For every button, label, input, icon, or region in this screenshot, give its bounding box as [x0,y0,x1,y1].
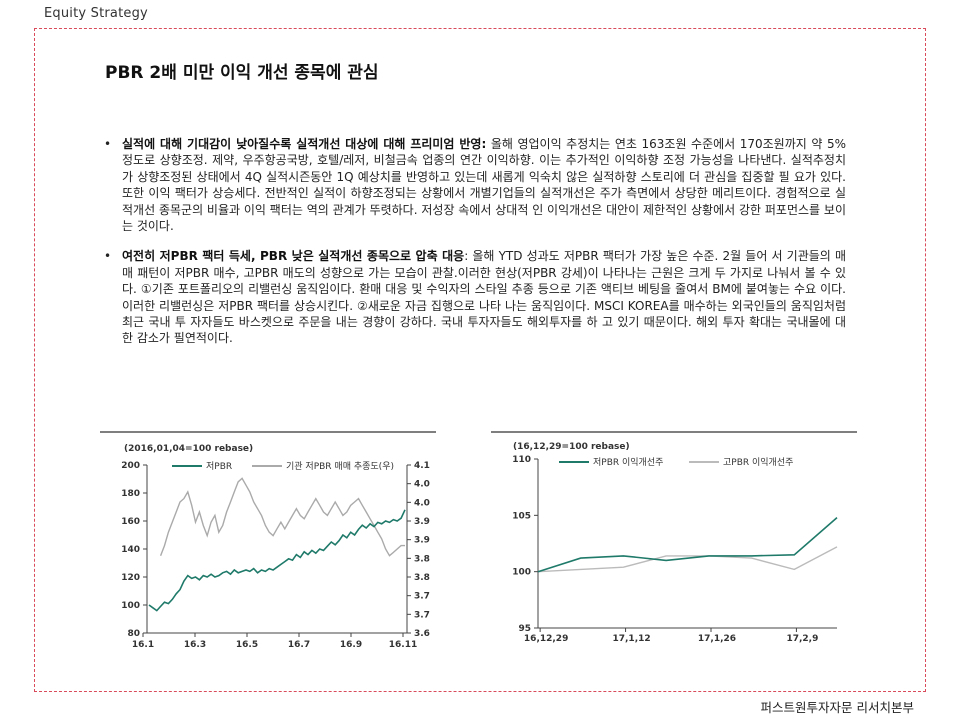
chart-low-pbr-vs-institution: (2016,01,04=100 rebase) 200 180 160 140 120 10… [100,431,436,651]
x-tick-label: 17,1,12 [612,634,650,644]
y-tick-label-left: 120 [121,573,140,583]
series-line-low-pbr-improvers [537,516,838,573]
footer-credit: 퍼스트원투자자문 리서치본부 [760,700,914,715]
y-tick-label-right: 3.8 [414,554,430,564]
bullet-headline: 여전히 저PBR 팩터 득세, PBR 낮은 실적개선 종목으로 압축 대응 [122,249,465,264]
legend-label-institution: 기관 저PBR 매매 추종도(우) [286,461,394,472]
y-tick-label-left: 80 [127,629,140,639]
chart-title: (16,12,29=100 rebase) [513,442,630,452]
y-tick-label: 105 [512,511,531,521]
y-tick-label-left: 180 [121,489,140,499]
y-tick-label: 100 [512,568,531,578]
bullet-marker: • [104,249,112,264]
y-tick-label-left: 160 [121,517,140,527]
y-tick-label-right: 3.8 [414,573,430,583]
x-tick-label: 16.3 [184,640,206,650]
x-tick-label: 16.11 [389,640,417,650]
bullet-item: • 실적에 대해 기대감이 낮아질수록 실적개선 대상에 대해 프리미엄 반영: … [104,136,846,234]
page-title: PBR 2배 미만 이익 개선 종목에 관심 [105,63,379,83]
y-tick-label-right: 3.9 [414,536,430,546]
y-tick-label-right: 4.0 [414,498,430,508]
y-tick-label-right: 3.7 [414,592,430,602]
y-tick-label-right: 3.6 [414,629,430,639]
bullet-headline: 실적에 대해 기대감이 낮아질수록 실적개선 대상에 대해 프리미엄 반영: [122,137,487,151]
x-tick-label: 17,2,9 [786,634,818,644]
x-tick-label: 17,1,26 [698,634,736,644]
x-tick-label: 16.1 [132,640,154,650]
y-tick-label: 110 [512,455,531,465]
bullet-body: 올해 영업이익 추정치는 연초 163조원 수준에서 170조원까지 약 5% … [122,137,846,234]
chart-svg-left: (2016,01,04=100 rebase) 200 180 160 140 120 10… [100,431,436,650]
series-line-low-pbr [148,509,406,612]
bullet-body: : 올해 YTD 성과도 저PBR 팩터가 가장 높은 수준. 2월 들어 서 … [122,249,846,346]
section-label: Equity Strategy [44,6,148,21]
chart-title: (2016,01,04=100 rebase) [124,444,253,454]
y-tick-label-right: 3.7 [414,610,430,620]
chart-earnings-improvers: (16,12,29=100 rebase) 110 105 100 95 16,12,29… [491,431,857,651]
y-tick-label: 95 [518,624,531,634]
y-tick-label-right: 4.0 [414,480,430,490]
legend-label-high-pbr-improvers: 고PBR 이익개선주 [723,456,793,468]
content-frame [34,28,926,692]
x-tick-label: 16.7 [288,640,310,650]
series-line-institution [159,477,405,557]
y-tick-label-right: 4.1 [414,461,430,471]
y-tick-label-left: 200 [121,461,140,471]
legend-label-low-pbr: 저PBR [206,461,232,472]
bullet-marker: • [104,137,112,151]
x-tick-label: 16.5 [236,640,258,650]
y-tick-label-left: 140 [121,545,140,555]
y-tick-label-left: 100 [121,601,140,611]
x-tick-label: 16,12,29 [524,634,568,644]
chart-svg-right: (16,12,29=100 rebase) 110 105 100 9516,12,29… [491,431,857,644]
y-tick-label-right: 3.9 [414,517,430,527]
bullet-list: • 실적에 대해 기대감이 낮아질수록 실적개선 대상에 대해 프리미엄 반영: … [104,136,846,361]
x-tick-label: 16.9 [340,640,362,650]
legend-label-low-pbr-improvers: 저PBR 이익개선주 [593,456,663,468]
bullet-item: • 여전히 저PBR 팩터 득세, PBR 낮은 실적개선 종목으로 압축 대응:… [104,248,846,346]
series-line-high-pbr-improvers [537,546,838,573]
